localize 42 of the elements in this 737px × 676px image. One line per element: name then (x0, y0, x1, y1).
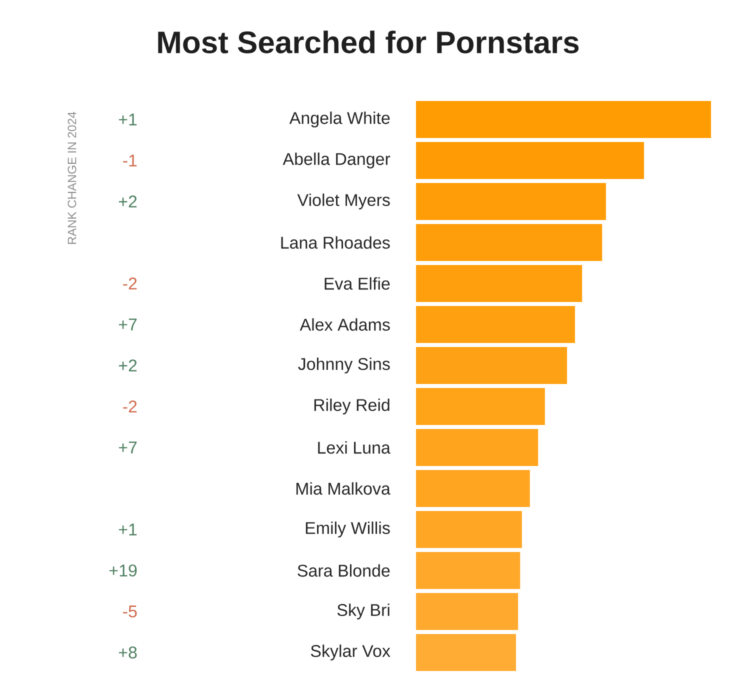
y-tick-label: Lana Rhoades (281, 236, 390, 249)
y-tick-label: Angela White (289, 112, 390, 128)
bar (416, 634, 516, 671)
bar (416, 100, 711, 138)
text: -2 (123, 278, 137, 290)
bar (416, 388, 545, 425)
bar (416, 510, 522, 548)
y-tick-label: Skylar Vox (310, 644, 390, 660)
bar (416, 552, 520, 589)
text: +19 (109, 564, 137, 577)
bar (416, 182, 606, 220)
y-tick-label: Emily Willis (306, 522, 390, 538)
y-tick-label: Sara Blonde (298, 564, 390, 577)
y-tick-label: Violet Myers (297, 194, 390, 210)
text: RANK CHANGE IN 2024 (68, 112, 76, 244)
bar (416, 428, 538, 466)
bar (416, 264, 582, 302)
text: -5 (123, 606, 137, 618)
bar (416, 224, 602, 261)
bar (416, 346, 568, 384)
y-tick-label: Riley Reid (314, 398, 390, 414)
text: -1 (123, 154, 137, 166)
y-tick-label: Alex Adams (300, 318, 390, 331)
y-tick-label: Abella Danger (282, 152, 390, 168)
text: +7 (118, 442, 137, 454)
y-tick-label: Sky Bri (337, 604, 390, 620)
chart-title: Most Searched for Pornstars (158, 30, 579, 54)
text: +1 (118, 114, 137, 126)
y-tick-label: Lexi Luna (318, 441, 390, 454)
bar (416, 142, 644, 179)
bar (416, 470, 530, 507)
text: +1 (118, 524, 137, 536)
bar (416, 306, 575, 343)
text: +7 (118, 318, 137, 330)
y-tick-label: Eva Elfie (324, 277, 390, 290)
y-tick-label: Mia Malkova (296, 482, 390, 495)
text: +8 (118, 646, 137, 659)
bar (416, 592, 518, 630)
y-tick-label: Johnny Sins (298, 358, 390, 374)
text: -2 (123, 400, 137, 412)
text: +2 (118, 360, 137, 372)
text: +2 (118, 196, 137, 208)
